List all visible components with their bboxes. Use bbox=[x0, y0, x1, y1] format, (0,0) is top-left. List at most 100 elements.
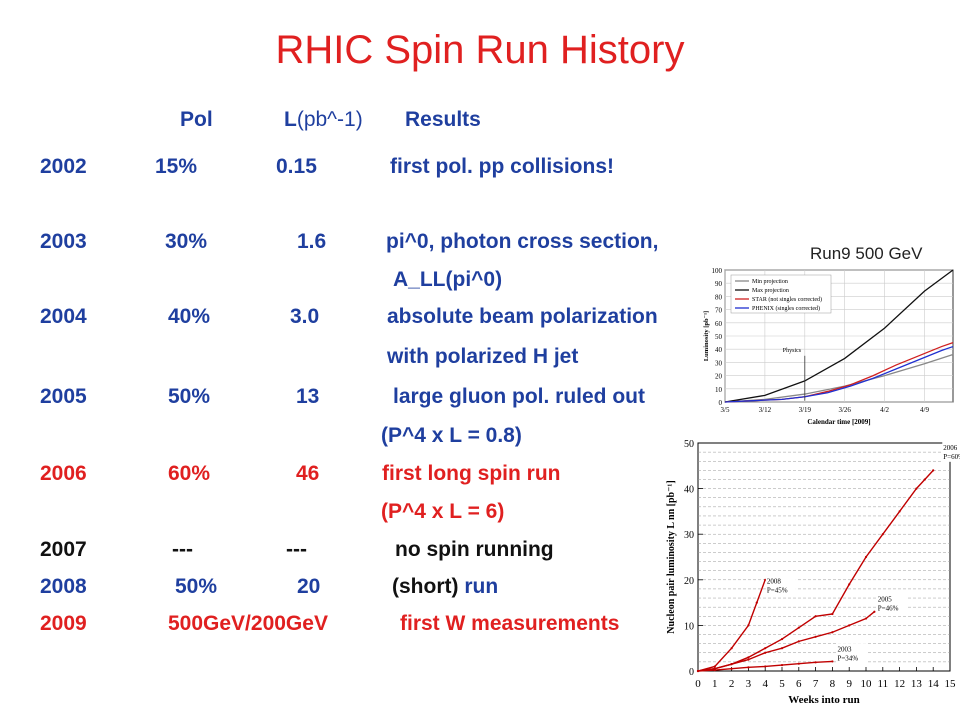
plot-frame bbox=[697, 442, 951, 672]
row-result-continued: (P^4 x L = 6) bbox=[381, 500, 505, 523]
row-luminosity: 20 bbox=[297, 575, 321, 598]
x-tick-label: 3 bbox=[746, 678, 752, 690]
row-luminosity: --- bbox=[286, 538, 307, 561]
series-line bbox=[697, 579, 766, 672]
series-pol-label: P=46% bbox=[878, 605, 899, 613]
data-point bbox=[764, 651, 767, 654]
row-result: (short) run bbox=[392, 575, 498, 599]
series-line bbox=[724, 269, 954, 403]
row-year: 2004 bbox=[40, 305, 87, 328]
run9-luminosity-chart: 0 10 20 30 40 50 60 70 80 90 100 3/5 3/12 3/19 3/26 4/2… bbox=[703, 267, 954, 426]
row-luminosity: 46 bbox=[296, 462, 320, 485]
series-pol-label: P=60% bbox=[943, 453, 960, 461]
y-axis-label: Nucleon pair luminosity L nn [pb⁻¹] bbox=[666, 480, 677, 633]
data-point bbox=[848, 583, 851, 586]
data-point bbox=[780, 637, 784, 641]
data-point bbox=[764, 647, 767, 650]
legend-label: Max projection bbox=[752, 288, 789, 294]
y-tick-label: 20 bbox=[684, 576, 694, 587]
data-point bbox=[797, 640, 800, 643]
row-pol: 40% bbox=[168, 305, 211, 328]
data-point bbox=[864, 617, 868, 620]
y-tick-label: 60 bbox=[715, 320, 723, 328]
x-tick-label: 3/19 bbox=[799, 406, 812, 414]
x-tick-label: 11 bbox=[878, 678, 889, 690]
y-tick-label: 0 bbox=[719, 399, 723, 407]
y-tick-label: 90 bbox=[715, 280, 723, 288]
row-year: 2006 bbox=[40, 462, 87, 485]
row-luminosity: 13 bbox=[296, 385, 320, 408]
slide-title: RHIC Spin Run History bbox=[275, 28, 685, 72]
data-point bbox=[747, 666, 750, 669]
row-result: large gluon pol. ruled out bbox=[393, 385, 645, 408]
x-tick-label: 4/2 bbox=[880, 406, 889, 414]
data-point bbox=[780, 663, 784, 667]
x-tick-label: 15 bbox=[945, 678, 957, 690]
row-result-continued: A_LL(pi^0) bbox=[393, 268, 503, 291]
row-pol: 30% bbox=[165, 230, 208, 253]
x-tick-label: 10 bbox=[861, 678, 873, 690]
data-point bbox=[898, 510, 901, 513]
y-tick-label: 40 bbox=[684, 485, 694, 496]
row-year: 2007 bbox=[40, 538, 87, 561]
x-tick-label: 12 bbox=[894, 678, 905, 690]
data-point bbox=[797, 626, 800, 629]
row-pol: --- bbox=[172, 538, 193, 561]
y-tick-label: 100 bbox=[712, 267, 723, 275]
data-point bbox=[881, 533, 884, 536]
data-point bbox=[780, 647, 784, 650]
legend: Min projection Max projection STAR (not si… bbox=[730, 274, 832, 314]
data-point bbox=[864, 555, 868, 559]
row-result-text: run bbox=[464, 575, 499, 598]
series-name-label: 2003 bbox=[837, 645, 852, 653]
row-result-prefix: (short) bbox=[392, 575, 459, 598]
data-point bbox=[797, 662, 800, 665]
y-axis-label: Luminosity [pb⁻¹] bbox=[703, 311, 710, 361]
row-pol: 50% bbox=[175, 575, 218, 598]
x-tick-label: 4/9 bbox=[920, 406, 929, 414]
series-pol-label: P=34% bbox=[837, 654, 858, 662]
row-pol: 15% bbox=[155, 155, 198, 178]
row-result: first pol. pp collisions! bbox=[390, 155, 615, 178]
data-point bbox=[696, 669, 700, 673]
row-pol: 60% bbox=[168, 462, 211, 485]
x-tick-label: 1 bbox=[712, 678, 718, 690]
y-tick-label: 50 bbox=[715, 333, 723, 341]
data-point bbox=[923, 478, 926, 481]
row-luminosity: 0.15 bbox=[276, 155, 317, 178]
x-tick-label: 3/12 bbox=[759, 406, 772, 414]
data-point bbox=[831, 612, 834, 616]
series-line bbox=[697, 469, 934, 672]
header-results: Results bbox=[405, 108, 481, 131]
data-point bbox=[814, 661, 817, 664]
row-year: 2003 bbox=[40, 230, 87, 253]
row-result: pi^0, photon cross section, bbox=[386, 230, 659, 253]
y-tick-label: 20 bbox=[715, 373, 723, 381]
y-tick-label: 10 bbox=[684, 621, 694, 632]
row-pol: 50% bbox=[168, 385, 211, 408]
row-year: 2005 bbox=[40, 385, 87, 408]
series-label-bg bbox=[942, 441, 960, 462]
x-tick-label: 3/26 bbox=[838, 406, 851, 414]
x-tick-label: 5 bbox=[779, 678, 785, 690]
data-point bbox=[730, 647, 733, 650]
row-year: 2002 bbox=[40, 155, 87, 178]
data-point bbox=[747, 656, 750, 659]
series-pol-label: P=45% bbox=[767, 586, 788, 594]
y-tick-label: 30 bbox=[715, 359, 723, 367]
y-tick-label: 70 bbox=[715, 307, 723, 315]
row-pol: 500GeV/200GeV bbox=[168, 612, 328, 635]
series-name-label: 2006 bbox=[943, 444, 958, 452]
series-label-bg bbox=[836, 643, 867, 664]
legend-label: Min projection bbox=[752, 279, 788, 285]
data-point bbox=[730, 667, 733, 670]
data-point bbox=[713, 665, 716, 668]
row-result: first W measurements bbox=[400, 612, 620, 635]
data-point bbox=[747, 658, 750, 661]
data-point bbox=[713, 668, 716, 672]
row-result-continued: (P^4 x L = 0.8) bbox=[381, 424, 522, 447]
